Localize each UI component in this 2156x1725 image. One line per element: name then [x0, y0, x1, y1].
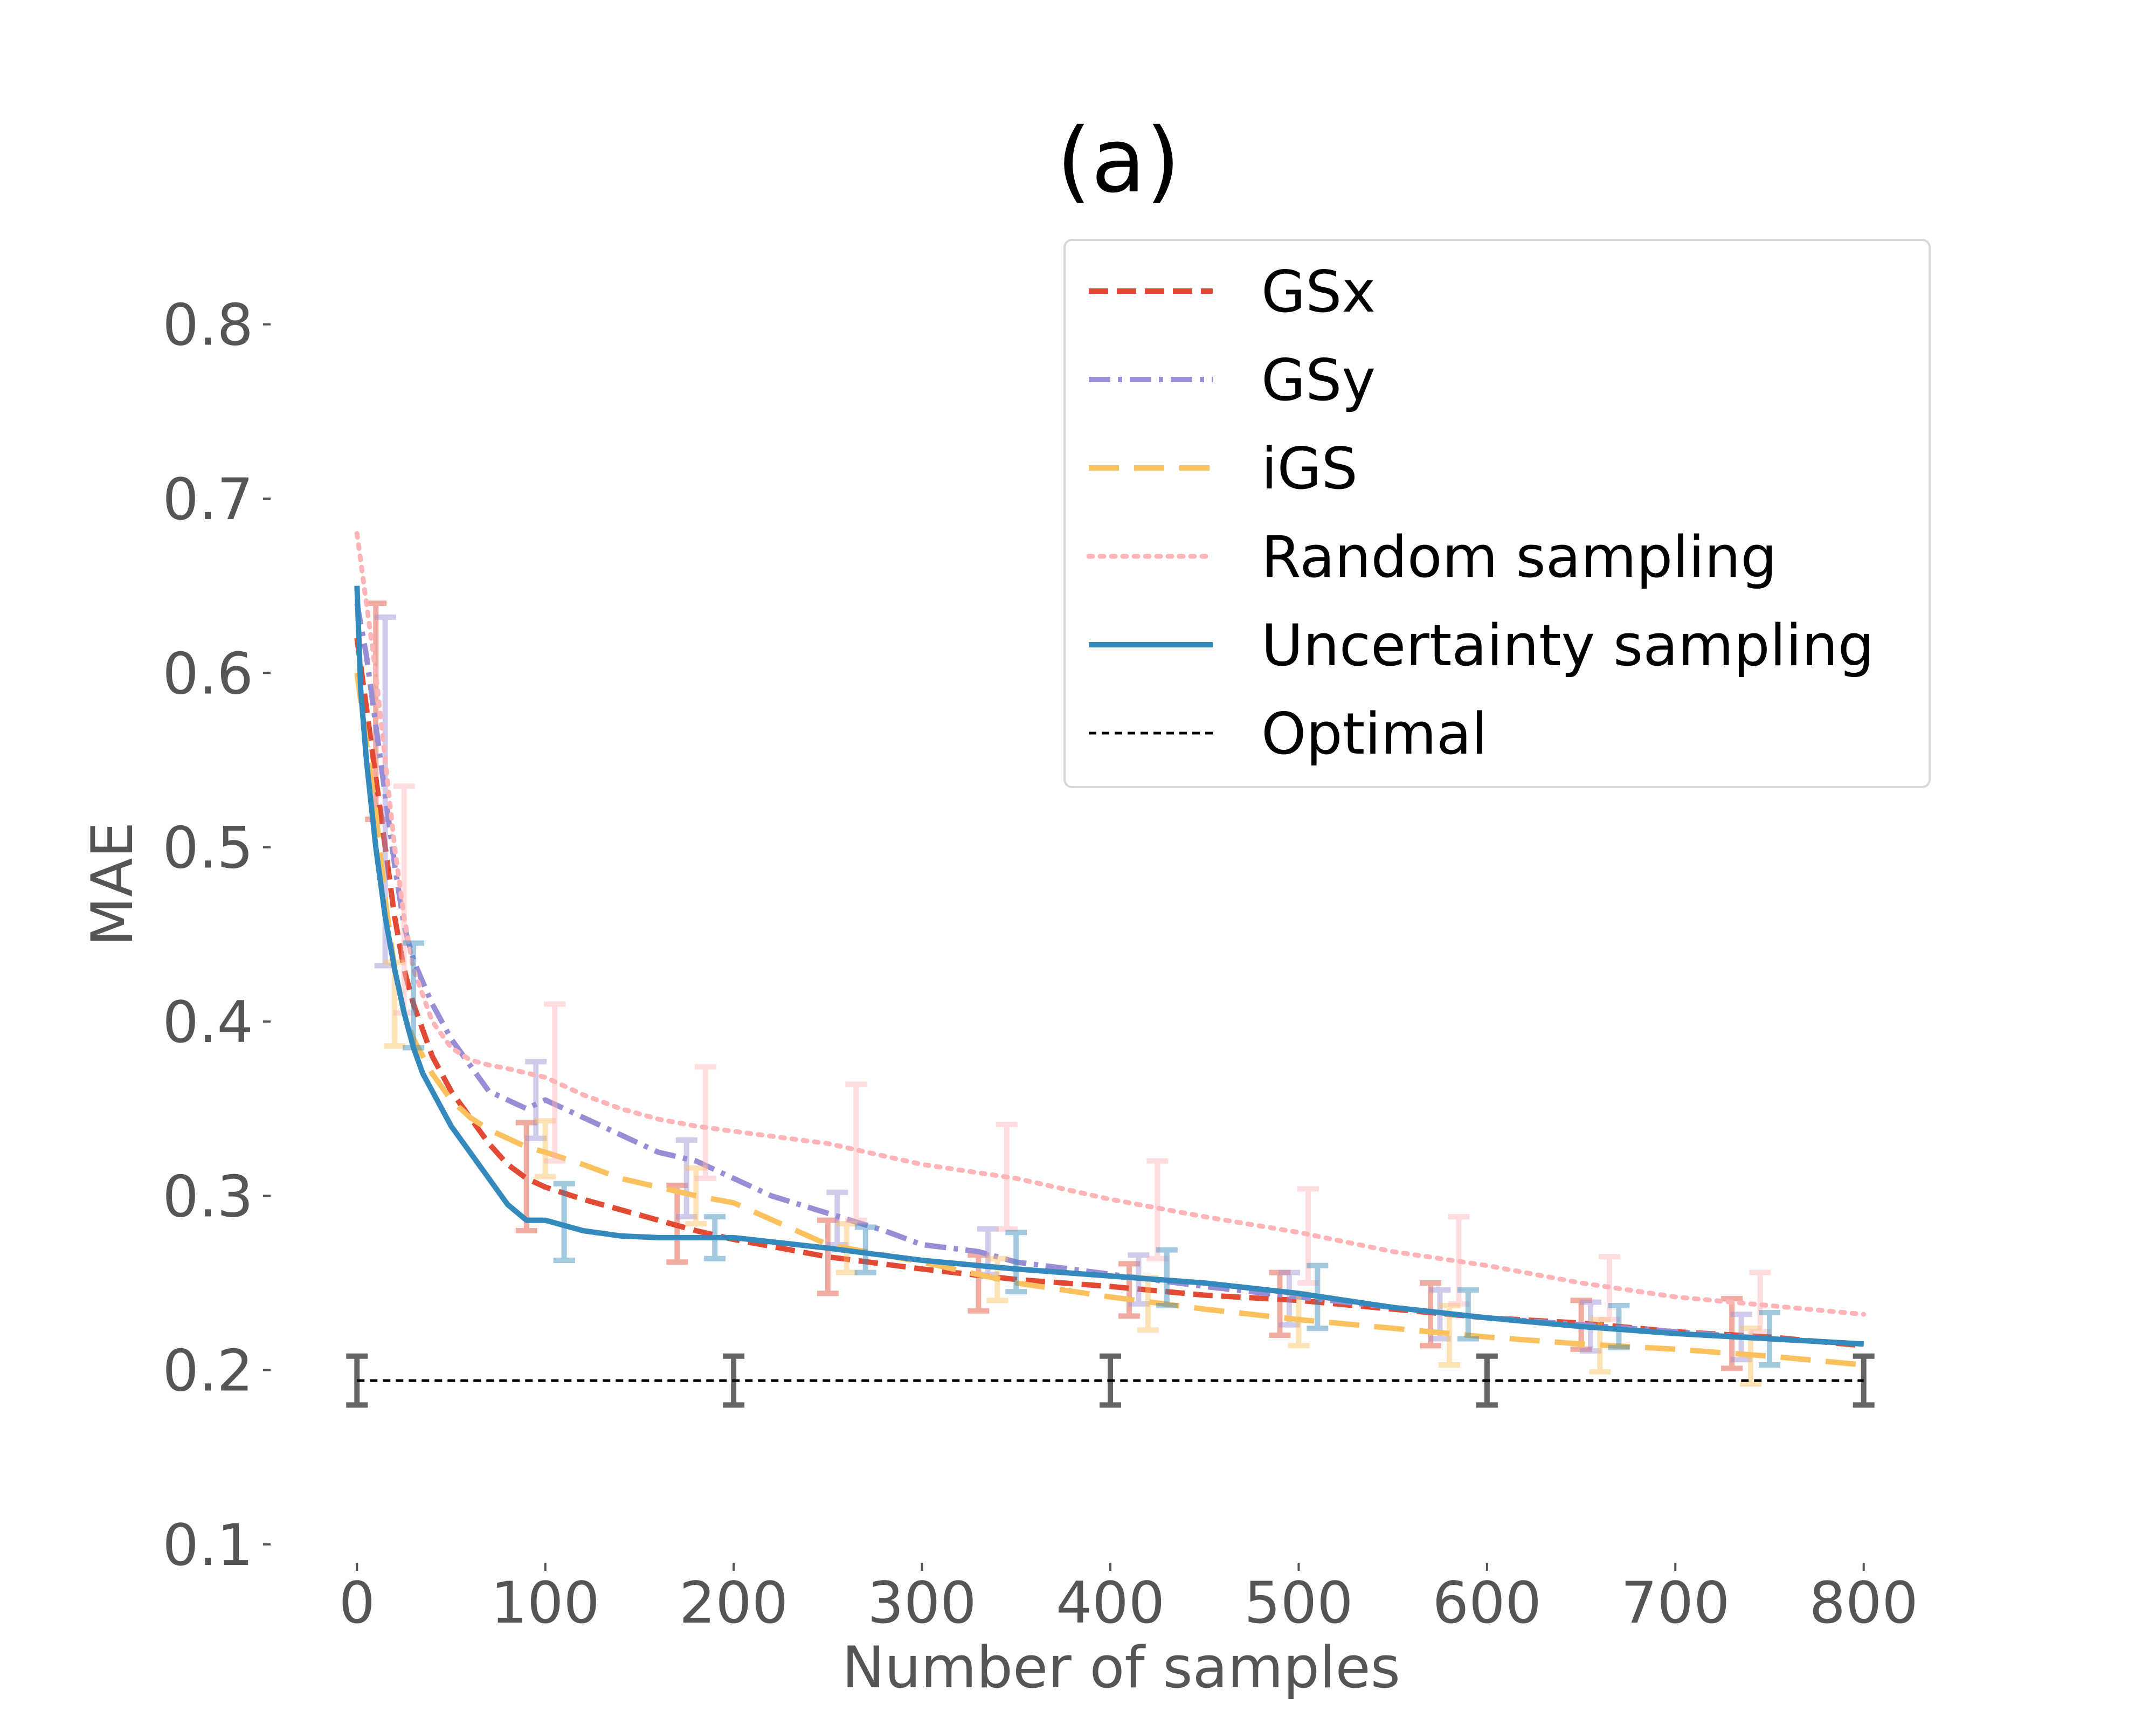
series-optimal: [346, 1353, 1875, 1408]
error-bar: [1608, 1303, 1630, 1350]
legend-frame: [1063, 239, 1931, 788]
x-tick-label: 700: [1621, 1570, 1730, 1636]
legend-label: iGS: [1261, 436, 1358, 502]
error-bar: [675, 1137, 697, 1220]
legend-label: GSy: [1261, 347, 1376, 413]
legend-item-optimal: Optimal: [1089, 701, 1487, 767]
error-bar: [1853, 1353, 1875, 1408]
y-tick-label: 0.4: [162, 989, 253, 1055]
series-line: [354, 531, 1867, 1317]
error-bar: [694, 1064, 716, 1181]
x-tick-label: 100: [491, 1570, 600, 1636]
error-bar: [534, 1118, 556, 1179]
x-tick-label: 800: [1809, 1570, 1918, 1636]
x-tick-label: 200: [679, 1570, 788, 1636]
y-axis: 0.1 0.2 0.3 0.4 0.5 0.6 0.7 0.8: [162, 292, 271, 1578]
legend-label: Optimal: [1261, 701, 1487, 767]
plot-area: [346, 531, 1875, 1408]
legend-item-uncertainty-sampling: Uncertainty sampling: [1089, 612, 1874, 679]
legend-label: GSx: [1261, 259, 1376, 325]
y-tick-label: 0.1: [162, 1512, 253, 1578]
series-line: [354, 585, 1864, 1347]
error-bar: [1749, 1269, 1771, 1335]
x-axis: 0 100 200 300 400 500 600 700 800: [339, 1563, 1918, 1636]
error-bar: [1118, 1261, 1140, 1319]
legend-label: Random sampling: [1261, 524, 1777, 590]
x-tick-label: 400: [1056, 1570, 1165, 1636]
x-tick-label: 300: [867, 1570, 976, 1636]
legend-item-gsx: GSx: [1089, 259, 1376, 325]
x-axis-label: Number of samples: [842, 1634, 1400, 1701]
legend-item-gsy: GSy: [1089, 347, 1376, 413]
error-bar: [817, 1217, 839, 1296]
y-tick-label: 0.3: [162, 1163, 253, 1230]
error-bar: [845, 1081, 867, 1223]
y-tick-label: 0.7: [162, 466, 253, 533]
error-bar: [346, 1353, 368, 1408]
y-tick-label: 0.6: [162, 640, 253, 707]
legend: GSx GSy iGS Random sampling Uncertainty samp…: [1063, 239, 1931, 788]
error-bar: [553, 1181, 575, 1263]
x-tick-label: 600: [1433, 1570, 1542, 1636]
chart-title: (a): [1056, 109, 1180, 212]
error-bar: [1005, 1230, 1027, 1295]
error-bar: [854, 1224, 876, 1275]
y-tick-label: 0.8: [162, 292, 253, 358]
y-tick-label: 0.5: [162, 815, 253, 881]
y-axis-label: MAE: [79, 822, 146, 947]
x-tick-label: 0: [339, 1570, 375, 1636]
x-tick-label: 500: [1244, 1570, 1353, 1636]
y-tick-label: 0.2: [162, 1338, 253, 1404]
series-random-sampling: [354, 531, 1867, 1335]
legend-item-igs: iGS: [1089, 436, 1358, 502]
error-bar: [1269, 1269, 1291, 1338]
legend-item-random-sampling: Random sampling: [1086, 524, 1777, 590]
series-uncertainty-sampling: [354, 585, 1864, 1368]
legend-label: Uncertainty sampling: [1261, 612, 1874, 679]
error-bar: [515, 1120, 537, 1233]
